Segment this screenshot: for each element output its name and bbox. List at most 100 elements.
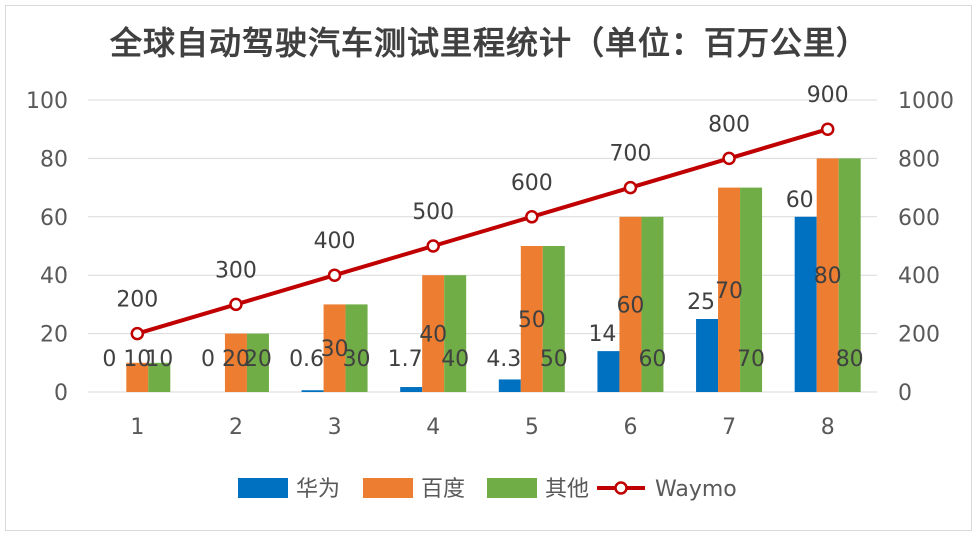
x-axis-tick-label: 2 (229, 415, 243, 440)
data-label: 20 (222, 347, 250, 372)
waymo-data-label: 800 (708, 112, 750, 137)
left-axis-ticks: 0 20 40 60 80 100 (26, 89, 68, 406)
left-axis-tick-label: 100 (26, 89, 68, 114)
bar (838, 158, 861, 392)
waymo-data-label: 700 (609, 142, 651, 167)
waymo-data-label: 200 (116, 288, 158, 313)
legend-swatch (238, 478, 288, 498)
line-series (130, 122, 835, 341)
left-axis-tick-label: 60 (40, 206, 68, 231)
left-axis-tick-label: 40 (40, 264, 68, 289)
data-label: 10 (145, 347, 173, 372)
waymo-marker (722, 151, 736, 166)
bar (542, 246, 565, 392)
bar (301, 390, 324, 392)
waymo-marker (130, 326, 145, 341)
bar (422, 275, 445, 392)
right-axis-tick-label: 200 (898, 323, 940, 348)
x-axis-tick-label: 8 (821, 415, 835, 440)
bar (520, 246, 543, 392)
waymo-marker (327, 268, 342, 282)
bar (148, 362, 171, 392)
data-label: 10 (123, 347, 151, 372)
x-axis-tick-label: 3 (328, 415, 342, 440)
data-label: 60 (786, 188, 814, 213)
bar (444, 275, 467, 392)
bar (619, 216, 642, 392)
legend: 华为 百度 其他 Waymo (238, 477, 737, 502)
data-label: 4.3 (486, 347, 521, 372)
right-axis-tick-label: 800 (898, 147, 940, 172)
bar (246, 333, 269, 392)
data-label: 1.7 (388, 347, 423, 372)
x-axis-ticks: 1 2 3 4 5 6 7 8 (130, 415, 834, 440)
bar (224, 333, 247, 392)
legend-label: 其他 (545, 477, 589, 502)
bar (498, 379, 521, 392)
waymo-marker (525, 210, 539, 224)
waymo-marker (229, 297, 243, 312)
left-axis-tick-label: 20 (40, 323, 68, 348)
data-label: 40 (441, 347, 469, 372)
data-label: 70 (715, 279, 743, 304)
data-label: 50 (540, 347, 568, 372)
x-axis-tick-label: 5 (525, 415, 539, 440)
bar (816, 158, 839, 392)
data-label: 25 (687, 290, 715, 315)
right-axis-ticks: 0 200 400 600 800 1000 (898, 89, 954, 406)
data-label: 14 (588, 322, 616, 347)
waymo-data-label: 300 (215, 258, 257, 283)
waymo-line (136, 127, 829, 336)
x-axis-tick-label: 7 (722, 415, 736, 440)
left-axis-tick-label: 0 (54, 381, 68, 406)
data-label: 0 (102, 347, 116, 372)
bar (400, 387, 423, 392)
chart-title: 全球自动驾驶汽车测试里程统计（单位：百万公里） (109, 24, 869, 62)
data-labels: 0 0 0.6 1.7 4.3 14 25 60 10 20 30 40 50 60 70 80 10 20 30 4… (102, 83, 863, 372)
right-axis-tick-label: 600 (898, 206, 940, 231)
bar (740, 187, 763, 392)
legend-swatch (363, 478, 413, 498)
waymo-data-label: 900 (807, 83, 849, 108)
bar (323, 304, 346, 392)
data-label: 0 (201, 347, 215, 372)
bar (597, 351, 620, 392)
left-axis-tick-label: 80 (40, 147, 68, 172)
bar-series (126, 158, 861, 392)
bar (718, 187, 741, 392)
legend-label: Waymo (655, 477, 737, 502)
data-label: 80 (836, 347, 864, 372)
legend-marker (614, 481, 628, 495)
data-label: 80 (814, 264, 842, 289)
bar (696, 319, 719, 392)
bar (794, 216, 817, 392)
data-label: 70 (737, 347, 765, 372)
legend-label: 华为 (296, 477, 340, 502)
waymo-data-label: 400 (314, 229, 356, 254)
x-axis-tick-label: 4 (426, 415, 440, 440)
waymo-data-label: 600 (511, 171, 553, 196)
waymo-data-label: 500 (412, 200, 454, 225)
bar (126, 362, 149, 392)
bar (641, 216, 664, 392)
data-label: 40 (419, 323, 447, 348)
right-axis-tick-label: 0 (898, 381, 912, 406)
x-axis-tick-label: 1 (130, 415, 144, 440)
waymo-marker (426, 239, 440, 253)
data-label: 0.6 (289, 347, 324, 372)
right-axis-tick-label: 400 (898, 264, 940, 289)
waymo-marker (820, 122, 835, 136)
right-axis-tick-label: 1000 (898, 89, 954, 114)
data-label: 30 (343, 347, 371, 372)
legend-label: 百度 (421, 477, 465, 502)
data-label: 50 (518, 308, 546, 333)
waymo-marker (623, 180, 638, 195)
data-label: 60 (616, 293, 644, 318)
data-label: 20 (244, 347, 272, 372)
data-label: 60 (638, 347, 666, 372)
legend-swatch (487, 478, 537, 498)
bar (345, 304, 368, 392)
data-label: 30 (321, 337, 349, 362)
x-axis-tick-label: 6 (623, 415, 637, 440)
